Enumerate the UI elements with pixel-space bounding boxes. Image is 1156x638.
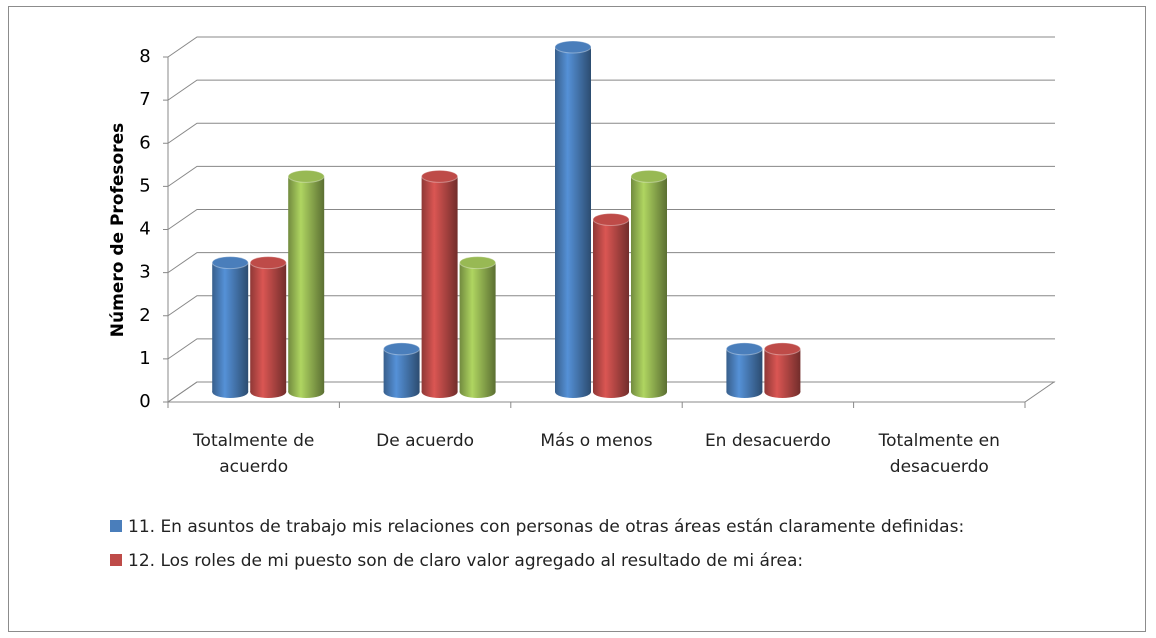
bar-top: [287, 169, 325, 183]
bar: [383, 348, 420, 392]
chart-frame: [8, 6, 1146, 632]
y-tick-label: 1: [139, 348, 150, 369]
bar: [764, 348, 801, 392]
bar: [631, 176, 667, 392]
grid-line: [167, 165, 1055, 187]
bar: [555, 47, 591, 392]
y-tick-label: 4: [139, 219, 150, 240]
bar: [288, 176, 325, 392]
legend-entry: 11. En asuntos de trabajo mis relaciones…: [110, 514, 1060, 540]
legend-swatch: [110, 520, 122, 532]
legend-label: 11. En asuntos de trabajo mis relaciones…: [128, 517, 965, 537]
grid-line: [167, 122, 1055, 144]
bar: [593, 219, 629, 392]
bar: [726, 348, 763, 392]
x-tick-label: Totalmente de acuerdo: [193, 431, 315, 477]
x-tick-label: Más o menos: [540, 431, 653, 451]
grid-line: [167, 295, 1055, 317]
bar: [421, 176, 458, 392]
grid-line: [167, 338, 1055, 360]
y-tick-label: 7: [139, 89, 150, 110]
y-tick-label: 6: [139, 132, 150, 153]
bar-top: [725, 342, 763, 356]
y-tick-label: 8: [139, 46, 150, 67]
x-tick-label: Totalmente en desacuerdo: [878, 431, 1000, 477]
bar-top: [421, 169, 459, 183]
y-tick-label: 0: [139, 391, 150, 412]
grid-line: [167, 36, 1055, 58]
bar-top: [630, 169, 668, 183]
bar-top: [592, 213, 630, 226]
grid-line: [167, 209, 1055, 230]
y-tick-label: 3: [139, 262, 150, 283]
bar-top: [249, 256, 287, 270]
y-axis-label: Número de Profesores: [108, 123, 128, 337]
grid-line: [167, 79, 1055, 101]
x-tick-label: De acuerdo: [376, 431, 475, 451]
y-tick-label: 5: [139, 175, 150, 196]
grid-line: [167, 252, 1055, 274]
bar-top: [763, 342, 801, 356]
bar-top: [211, 256, 249, 270]
bar: [459, 262, 496, 392]
legend-label: 12. Los roles de mi puesto son de claro …: [128, 551, 804, 571]
y-tick-label: 2: [139, 305, 150, 326]
bar-top: [554, 40, 592, 54]
bar-top: [383, 342, 421, 356]
legend-swatch: [110, 554, 122, 566]
bar-top: [459, 256, 497, 270]
bar: [250, 262, 287, 392]
bar: [212, 262, 249, 392]
x-tick-label: En desacuerdo: [704, 431, 831, 451]
legend-entry: 12. Los roles de mi puesto son de claro …: [110, 548, 1060, 574]
